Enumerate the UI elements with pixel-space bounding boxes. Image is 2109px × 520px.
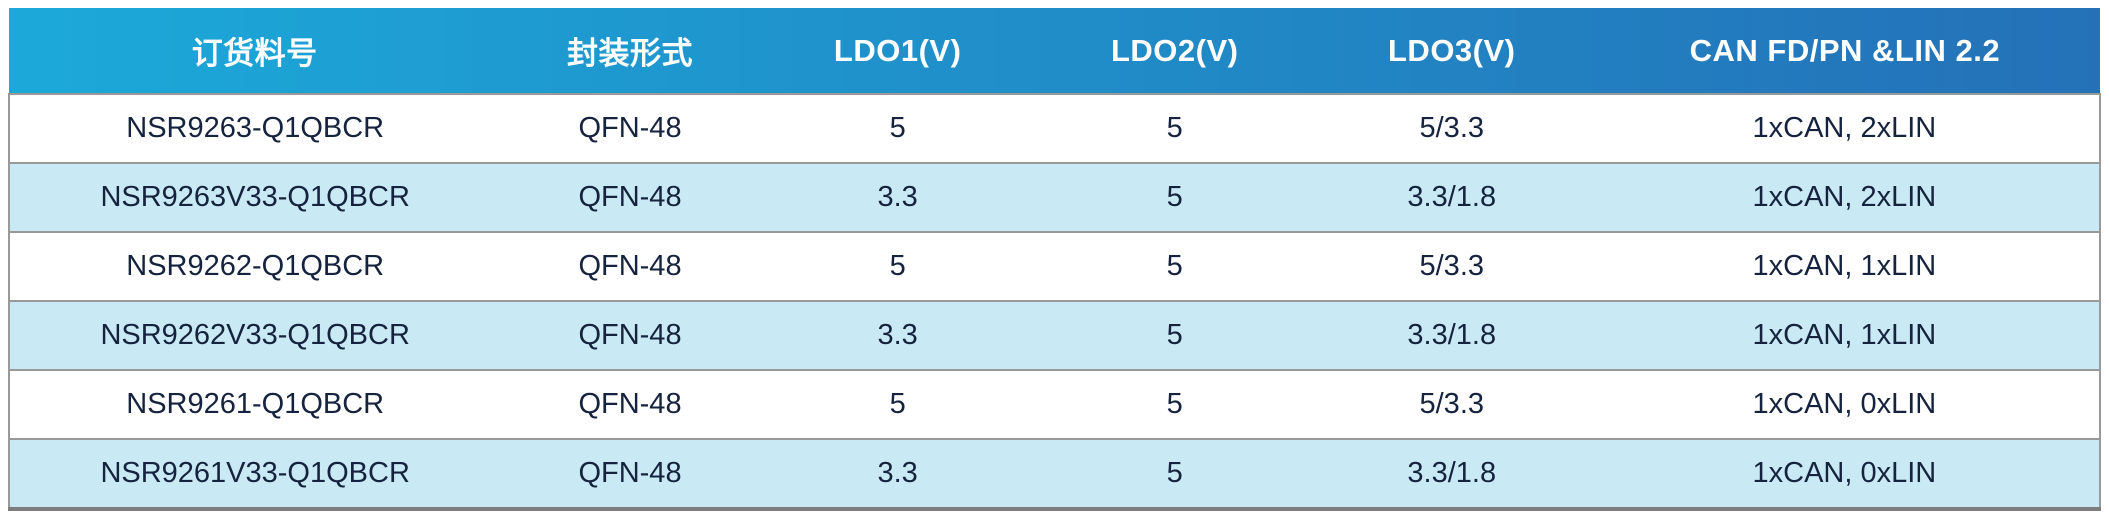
column-header: 封装形式 — [567, 36, 694, 71]
part-number-cell: NSR9262-Q1QBCR — [7, 232, 501, 301]
cell: 5 — [889, 250, 906, 282]
cell: 5 — [1166, 181, 1183, 213]
table-row: NSR9262-Q1QBCR QFN-48 5 5 5/3.3 1xCAN, 1xLIN — [7, 232, 2102, 301]
cell: 1xCAN, 2xLIN — [1589, 94, 2102, 163]
cell: 5 — [1166, 388, 1183, 420]
cell: 1xCAN, 2xLIN — [1589, 163, 2102, 232]
table-row: NSR9263-Q1QBCR QFN-48 5 5 5/3.3 1xCAN, 2xLIN — [7, 94, 2102, 163]
cell: 1xCAN, 0xLIN — [1589, 439, 2102, 509]
cell: 5/3.3 — [1419, 388, 1485, 420]
cell: QFN-48 — [578, 457, 682, 489]
cell: 5/3.3 — [1419, 112, 1485, 144]
part-number-cell: NSR9262V33-Q1QBCR — [7, 301, 501, 370]
cell: 3.3/1.8 — [1407, 181, 1497, 213]
cell: 5 — [1166, 457, 1183, 489]
table-body: NSR9263-Q1QBCR QFN-48 5 5 5/3.3 1xCAN, 2xLIN N… — [7, 94, 2102, 509]
table-header: 订货料号 封装形式 LDO1(V) LDO2(V) LDO3(V) CAN FD/PN &… — [9, 8, 2100, 94]
column-header: CAN FD/PN &LIN 2.2 — [1689, 32, 2001, 68]
column-header: LDO2(V) — [1110, 32, 1239, 68]
cell: 5 — [1166, 319, 1183, 351]
cell: 5 — [889, 388, 906, 420]
header-row: 订货料号 封装形式 LDO1(V) LDO2(V) LDO3(V) CAN FD/PN &… — [9, 8, 2100, 94]
part-number-cell: NSR9263V33-Q1QBCR — [7, 163, 501, 232]
column-header: LDO1(V) — [833, 32, 962, 68]
cell: QFN-48 — [578, 319, 682, 351]
cell: QFN-48 — [578, 250, 682, 282]
column-header: LDO3(V) — [1388, 32, 1516, 68]
ordering-info-table: 订货料号 封装形式 LDO1(V) LDO2(V) LDO3(V) CAN FD/PN &… — [7, 8, 2102, 511]
part-number-cell: NSR9263-Q1QBCR — [7, 94, 501, 163]
cell: 5 — [889, 112, 906, 144]
cell: 5 — [1166, 112, 1183, 144]
cell: 5 — [1166, 250, 1183, 282]
cell: 5/3.3 — [1419, 250, 1485, 282]
cell: QFN-48 — [578, 388, 682, 420]
part-number-cell: NSR9261V33-Q1QBCR — [7, 439, 501, 509]
cell: QFN-48 — [578, 181, 682, 213]
cell: QFN-48 — [578, 112, 682, 144]
cell: 3.3/1.8 — [1407, 319, 1497, 351]
cell: 1xCAN, 1xLIN — [1589, 301, 2102, 370]
cell: 3.3 — [877, 181, 918, 213]
part-number-cell: NSR9261-Q1QBCR — [7, 370, 501, 439]
table-row: NSR9263V33-Q1QBCR QFN-48 3.3 5 3.3/1.8 1xCAN,… — [7, 163, 2102, 232]
column-header: 订货料号 — [191, 36, 318, 71]
table-row: NSR9262V33-Q1QBCR QFN-48 3.3 5 3.3/1.8 1xCAN,… — [7, 301, 2102, 370]
cell: 3.3 — [877, 457, 918, 489]
cell: 1xCAN, 1xLIN — [1589, 232, 2102, 301]
cell: 1xCAN, 0xLIN — [1589, 370, 2102, 439]
table-row: NSR9261-Q1QBCR QFN-48 5 5 5/3.3 1xCAN, 0xLIN — [7, 370, 2102, 439]
cell: 3.3/1.8 — [1407, 457, 1497, 489]
cell: 3.3 — [877, 319, 918, 351]
table-row: NSR9261V33-Q1QBCR QFN-48 3.3 5 3.3/1.8 1xCAN,… — [7, 439, 2102, 509]
